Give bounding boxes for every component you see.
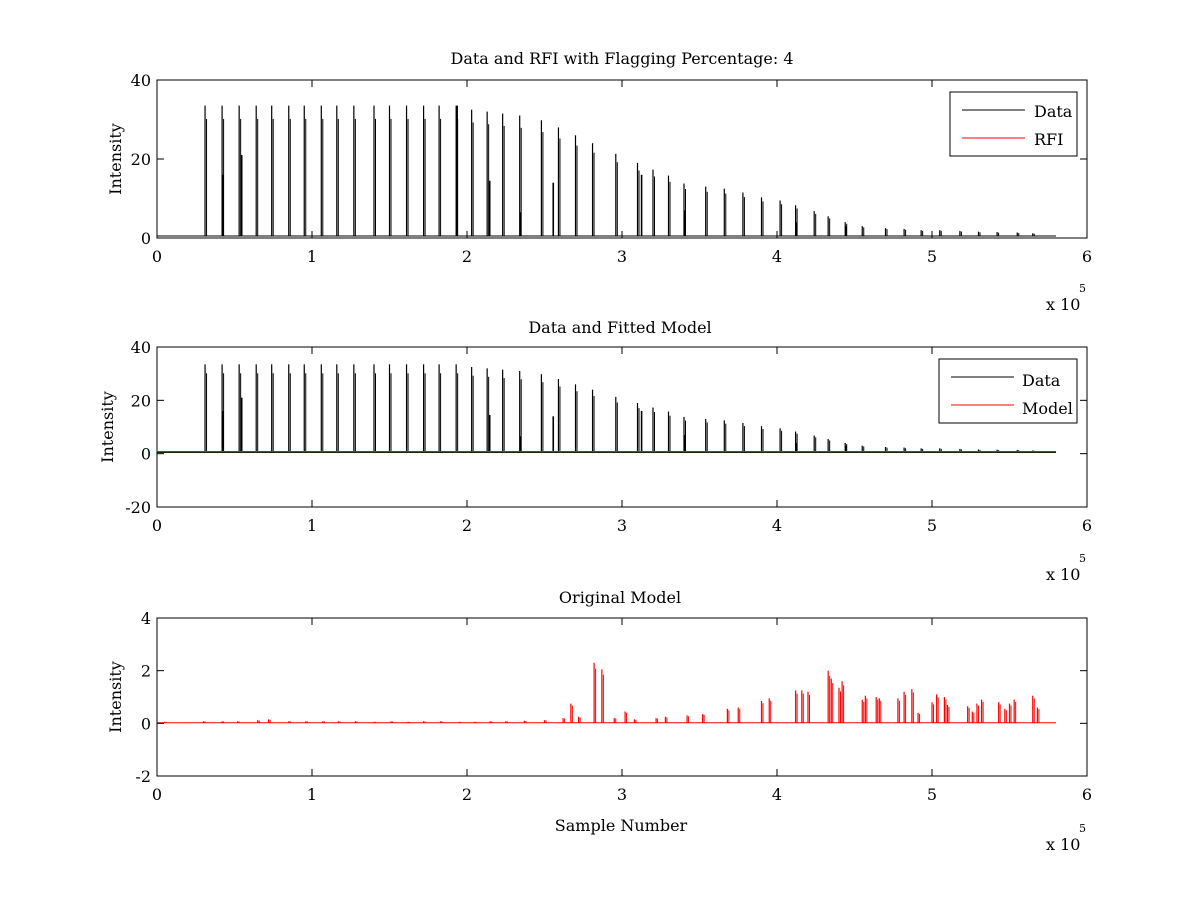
x-tick-label: 2 [462, 247, 472, 266]
x-tick-label: 2 [462, 785, 472, 804]
subplot-2-ylabel: Intensity [98, 391, 117, 463]
subplot-3-title: Original Model [559, 588, 681, 607]
subplot-3-xlabel: Sample Number [555, 816, 688, 835]
x-tick-label: 3 [617, 785, 627, 804]
subplot-1-legend: Data RFI [949, 91, 1078, 157]
subplot-1-title: Data and RFI with Flagging Percentage: 4 [450, 49, 793, 68]
y-tick-label: -2 [135, 767, 151, 786]
subplot-3-x-exponent-label: x 10 [1046, 835, 1080, 854]
subplot-3-ylabel: Intensity [106, 661, 125, 733]
x-tick-label: 0 [152, 247, 162, 266]
legend-label-model: Model [1022, 399, 1073, 418]
subplot-2-series [157, 364, 1056, 453]
subplot-1: Data and RFI with Flagging Percentage: 4… [106, 49, 1092, 314]
legend-label-rfi: RFI [1034, 130, 1063, 149]
subplot-2-axes-box [156, 346, 1088, 508]
legend-label-data: Data [1022, 371, 1061, 390]
y-tick-label: 2 [141, 662, 151, 681]
legend-box [938, 358, 1078, 424]
y-tick-label: 40 [131, 71, 151, 90]
x-tick-label: 3 [617, 516, 627, 535]
y-tick-label: 0 [141, 445, 151, 464]
subplot-1-ylabel: Intensity [106, 123, 125, 195]
x-tick-label: 0 [152, 785, 162, 804]
x-tick-label: 6 [1082, 247, 1092, 266]
x-tick-label: 6 [1082, 785, 1092, 804]
y-tick-label: 0 [141, 714, 151, 733]
subplot-1-x-exponent-power: 5 [1079, 282, 1086, 295]
x-tick-label: 3 [617, 247, 627, 266]
subplot-2-legend: Data Model [938, 358, 1078, 424]
x-tick-label: 5 [927, 247, 937, 266]
x-tick-label: 1 [307, 785, 317, 804]
subplot-2-x-exponent-label: x 10 [1046, 565, 1080, 584]
legend-box [949, 91, 1078, 157]
subplot-1-series [157, 105, 1056, 237]
x-tick-label: 4 [772, 516, 782, 535]
subplot-2-title: Data and Fitted Model [528, 318, 711, 337]
subplot-1-x-exponent-label: x 10 [1046, 295, 1080, 314]
x-tick-label: 1 [307, 516, 317, 535]
x-tick-label: 2 [462, 516, 472, 535]
y-tick-label: 0 [141, 229, 151, 248]
subplot-3-x-exponent-power: 5 [1079, 822, 1086, 835]
subplot-3-axes-box [156, 617, 1088, 777]
x-tick-label: 5 [927, 785, 937, 804]
subplot-1-axes-box [156, 79, 1088, 239]
x-tick-label: 4 [772, 785, 782, 804]
y-tick-label: 4 [141, 609, 151, 628]
subplot-1-ticks: 0 1 2 3 4 5 6 0 20 40 [131, 71, 1092, 266]
x-tick-label: 0 [152, 516, 162, 535]
y-tick-label: 20 [131, 150, 151, 169]
x-tick-label: 5 [927, 516, 937, 535]
x-tick-label: 6 [1082, 516, 1092, 535]
x-tick-label: 1 [307, 247, 317, 266]
legend-label-data: Data [1034, 102, 1073, 121]
y-tick-label: 20 [131, 391, 151, 410]
y-tick-label: 40 [131, 338, 151, 357]
subplot-3-series [157, 662, 1056, 724]
y-tick-label: -20 [125, 498, 151, 517]
x-tick-label: 4 [772, 247, 782, 266]
subplot-2-x-exponent-power: 5 [1079, 552, 1086, 565]
